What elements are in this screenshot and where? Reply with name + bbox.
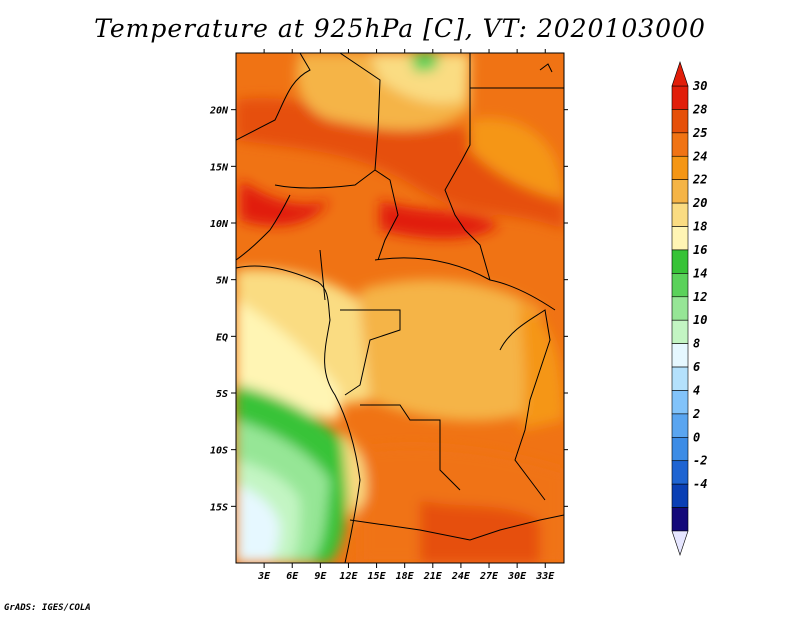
lat-tick-label: EQ bbox=[216, 332, 228, 343]
lon-tick-label: 30E bbox=[507, 571, 527, 582]
latitude-ticks: 20N 15N 10N 5N EQ 5S 10S 15S bbox=[209, 106, 568, 513]
border-namibia bbox=[349, 514, 564, 541]
lat-tick-label: 5S bbox=[216, 389, 228, 400]
border-great-lakes bbox=[499, 309, 551, 501]
colorbar-swatch bbox=[671, 249, 689, 274]
colorbar-swatch bbox=[671, 343, 689, 368]
country-borders bbox=[236, 53, 564, 563]
map-frame bbox=[235, 52, 565, 564]
lat-tick-label: 10S bbox=[210, 446, 228, 457]
colorbar-swatch bbox=[671, 226, 689, 251]
lat-tick-label: 15N bbox=[210, 162, 229, 173]
border-chad-sudan bbox=[444, 53, 491, 281]
colorbar-level-label: 16 bbox=[693, 243, 707, 257]
nile-delta bbox=[539, 63, 553, 73]
border-algeria-mali bbox=[236, 53, 311, 141]
colorbar-swatch bbox=[671, 296, 689, 321]
colorbar-level-label: 2 bbox=[692, 407, 700, 421]
colorbar-swatch bbox=[671, 132, 689, 157]
colorbar-level-label: 4 bbox=[693, 383, 700, 397]
lon-tick-label: 21E bbox=[423, 571, 443, 582]
colorbar-over-arrow bbox=[671, 61, 689, 87]
colorbar-swatch bbox=[671, 437, 689, 462]
colorbar-swatch bbox=[671, 319, 689, 344]
field-red-core bbox=[380, 200, 500, 239]
longitude-ticks: 3E 6E 9E 12E 15E 18E 21E 24E 27E 30E 33E bbox=[257, 49, 555, 582]
border-mali-burkina bbox=[274, 169, 376, 189]
colorbar-swatch bbox=[671, 179, 689, 204]
lon-tick-label: 15E bbox=[368, 571, 387, 582]
colorbar-level-label: 24 bbox=[692, 149, 707, 163]
colorbar-swatch bbox=[671, 85, 689, 110]
grads-credit: GrADS: IGES/COLA bbox=[4, 603, 91, 613]
lat-tick-label: 20N bbox=[209, 106, 229, 117]
colorbar-swatch bbox=[671, 366, 689, 391]
field-south-core bbox=[420, 500, 540, 563]
colorbar-swatch bbox=[671, 390, 689, 415]
field-red-west bbox=[240, 180, 330, 226]
map-title: Temperature at 925hPa [C], VT: 202010300… bbox=[94, 14, 706, 43]
field-guinea-light bbox=[236, 300, 340, 420]
map-frame-rect bbox=[235, 52, 565, 564]
temperature-field bbox=[236, 53, 564, 563]
colorbar-swatch bbox=[671, 507, 689, 532]
field-sudan bbox=[470, 118, 564, 200]
colorbar-swatch bbox=[671, 273, 689, 298]
lon-tick-label: 33E bbox=[535, 571, 555, 582]
colorbar-level-label: 30 bbox=[692, 79, 707, 93]
colorbar-swatch bbox=[671, 202, 689, 227]
colorbar-level-label: 14 bbox=[693, 266, 707, 280]
colorbar-level-label: 22 bbox=[692, 173, 707, 187]
border-guinea bbox=[236, 194, 291, 261]
lat-tick-label: 5N bbox=[216, 276, 229, 287]
lon-tick-label: 6E bbox=[286, 571, 299, 582]
colorbar-under-arrow bbox=[671, 530, 689, 556]
lat-tick-label: 15S bbox=[210, 502, 228, 513]
border-niger bbox=[339, 53, 399, 261]
border-ghana bbox=[319, 249, 326, 301]
field-sahara-light bbox=[370, 53, 470, 104]
field-north-green bbox=[410, 53, 440, 72]
lon-tick-label: 12E bbox=[339, 571, 358, 582]
border-gabon-congo bbox=[340, 309, 401, 396]
field-congo bbox=[360, 279, 540, 421]
colorbar-level-label: 8 bbox=[693, 337, 700, 351]
colorbar-level-label: 28 bbox=[692, 102, 707, 116]
border-car bbox=[374, 257, 556, 311]
colorbar-level-label: 25 bbox=[692, 126, 707, 140]
colorbar-level-label: 10 bbox=[693, 313, 707, 327]
colorbar-level-label: 0 bbox=[693, 430, 700, 444]
field-atlantic-cold bbox=[236, 485, 280, 563]
colorbar-swatch bbox=[671, 413, 689, 438]
border-drc-angola bbox=[360, 404, 461, 491]
field-red-belt bbox=[236, 97, 564, 230]
colorbar-swatch bbox=[671, 109, 689, 134]
colorbar-swatch bbox=[671, 460, 689, 485]
colorbar-swatch bbox=[671, 155, 689, 180]
lon-tick-label: 24E bbox=[451, 571, 471, 582]
colorbar-swatch bbox=[671, 483, 689, 508]
coastline-west bbox=[236, 265, 361, 563]
colorbar-level-label: -4 bbox=[693, 477, 707, 491]
lat-tick-label: 10N bbox=[210, 219, 229, 230]
colorbar-level-label: 18 bbox=[693, 220, 707, 234]
lon-tick-label: 9E bbox=[314, 571, 327, 582]
lon-tick-label: 18E bbox=[396, 571, 415, 582]
lon-tick-label: 3E bbox=[257, 571, 271, 582]
field-angola bbox=[340, 430, 367, 520]
colorbar-level-label: 6 bbox=[693, 360, 700, 374]
colorbar-level-label: -2 bbox=[693, 454, 707, 468]
colorbar-level-label: 20 bbox=[692, 196, 707, 210]
colorbar-level-label: 12 bbox=[693, 290, 707, 304]
lon-tick-label: 27E bbox=[479, 571, 499, 582]
